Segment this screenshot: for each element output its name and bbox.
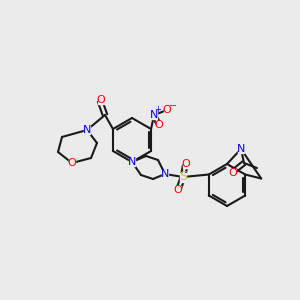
Text: N: N [83,125,91,135]
Text: O: O [68,158,76,168]
Text: N: N [161,169,169,179]
FancyBboxPatch shape [180,172,186,182]
Text: N: N [128,157,136,167]
Text: O: O [155,120,164,130]
Text: −: − [169,101,177,111]
Text: S: S [179,170,187,184]
FancyBboxPatch shape [69,159,75,167]
Text: O: O [174,185,182,195]
FancyBboxPatch shape [230,169,236,177]
FancyBboxPatch shape [175,186,181,194]
FancyBboxPatch shape [238,145,244,153]
FancyBboxPatch shape [156,121,162,129]
Text: O: O [97,95,105,105]
FancyBboxPatch shape [162,170,168,178]
Text: O: O [182,159,190,169]
FancyBboxPatch shape [98,96,104,104]
Text: N: N [150,110,158,120]
FancyBboxPatch shape [151,111,157,119]
FancyBboxPatch shape [183,160,189,168]
Text: N: N [237,144,245,154]
FancyBboxPatch shape [84,126,90,134]
Text: +: + [154,106,161,115]
FancyBboxPatch shape [164,106,170,114]
Text: O: O [163,105,171,115]
FancyBboxPatch shape [129,158,135,166]
Text: O: O [229,168,237,178]
